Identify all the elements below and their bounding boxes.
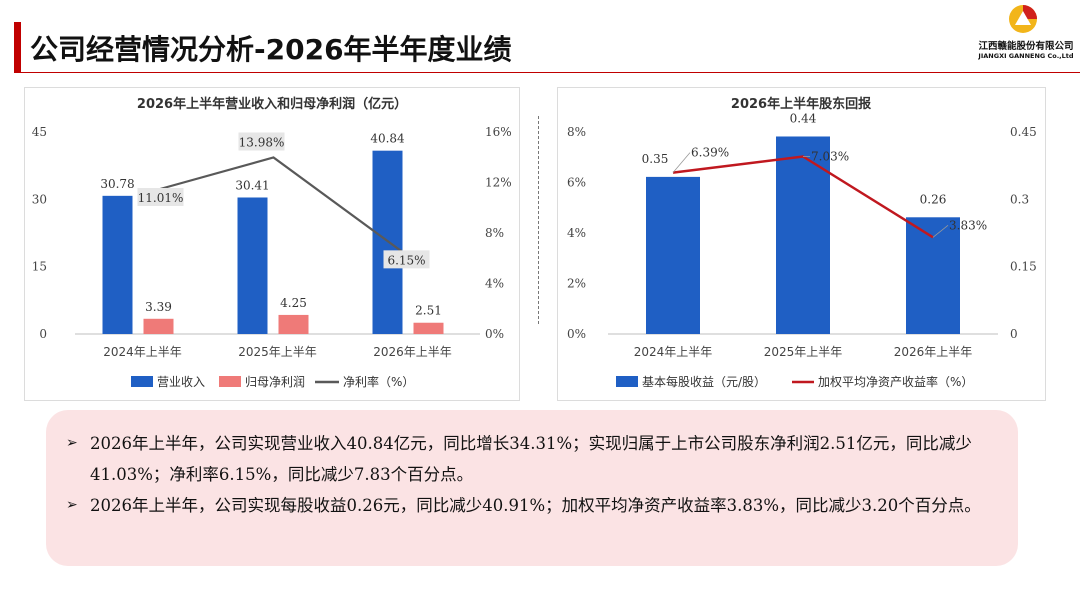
data-label-net-margin: 6.15%	[387, 253, 425, 267]
left-tick-label: 30	[32, 192, 47, 206]
left-tick-label: 8%	[567, 125, 586, 139]
bar-eps	[906, 217, 960, 334]
bar-net-profit	[413, 322, 444, 334]
revenue-profit-chart: 2026年上半年营业收入和归母净利润（亿元） 0 15 30 45 0% 4% 8% 12% 16…	[32, 96, 512, 389]
right-tick-label: 0.15	[1010, 260, 1037, 274]
right-tick-label: 0	[1010, 327, 1018, 341]
summary-text: 2026年上半年，公司实现营业收入40.84亿元，同比增长34.31%；实现归属…	[90, 434, 972, 484]
chart-title: 2026年上半年股东回报	[731, 96, 872, 112]
data-label-roe: 6.39%	[691, 146, 729, 160]
summary-text: 2026年上半年，公司实现每股收益0.26元，同比减少40.91%；加权平均净资…	[90, 496, 981, 515]
right-tick-label: 0.3	[1010, 192, 1029, 206]
legend-swatch-eps	[616, 376, 638, 387]
data-label-bg	[383, 250, 430, 269]
bar-eps	[646, 176, 700, 334]
data-label-roe: 7.03%	[811, 149, 849, 163]
category-label: 2026年上半年	[373, 345, 452, 359]
shareholder-return-chart-panel: 2026年上半年股东回报 0% 2% 4% 6% 8% 0 0.15 0.3 0.45 0.35 20…	[557, 87, 1046, 401]
chart-title: 2026年上半年营业收入和归母净利润（亿元）	[137, 96, 407, 112]
right-tick-label: 0.45	[1010, 125, 1037, 139]
category-label: 2025年上半年	[238, 345, 317, 359]
panel-divider	[538, 116, 539, 324]
left-tick-label: 2%	[567, 277, 586, 291]
right-tick-label: 8%	[485, 226, 504, 240]
page-title: 公司经营情况分析-2026年半年度业绩	[30, 33, 512, 66]
left-tick-label: 4%	[567, 226, 586, 240]
category-label: 2024年上半年	[634, 345, 713, 359]
data-label-net-margin: 13.98%	[239, 136, 285, 150]
legend-label-eps: 基本每股收益（元/股）	[642, 374, 766, 389]
category-label: 2024年上半年	[103, 345, 182, 359]
data-label-net-profit: 3.39	[145, 300, 172, 314]
legend-label-roe: 加权平均净资产收益率（%）	[818, 374, 973, 389]
data-label-eps: 0.35	[642, 152, 669, 166]
right-tick-label: 12%	[485, 176, 512, 190]
legend-swatch-revenue	[131, 376, 153, 387]
company-logo-icon	[1009, 5, 1037, 33]
data-label-roe: 3.83%	[949, 218, 987, 232]
shareholder-return-chart: 2026年上半年股东回报 0% 2% 4% 6% 8% 0 0.15 0.3 0.45 0.35 20…	[567, 96, 1037, 389]
revenue-profit-chart-panel: 2026年上半年营业收入和归母净利润（亿元） 0 15 30 45 0% 4% 8% 12% 16…	[24, 87, 520, 401]
legend-swatch-net-profit	[219, 376, 241, 387]
title-underline	[14, 72, 1080, 73]
bar-eps	[776, 136, 830, 334]
bullet-arrow-icon: ➢	[66, 435, 78, 451]
legend-label-net-margin: 净利率（%）	[343, 374, 414, 389]
data-label-revenue: 40.84	[370, 132, 405, 146]
data-label-revenue: 30.78	[100, 177, 134, 191]
legend-label-net-profit: 归母净利润	[245, 375, 305, 389]
right-tick-label: 4%	[485, 277, 504, 291]
summary-bullet: ➢ 2026年上半年，公司实现营业收入40.84亿元，同比增长34.31%；实现…	[66, 428, 1006, 490]
bar-net-profit	[143, 318, 174, 334]
net-margin-line	[138, 156, 410, 258]
summary-bullet: ➢ 2026年上半年，公司实现每股收益0.26元，同比减少40.91%；加权平均…	[66, 490, 1006, 521]
bullet-arrow-icon: ➢	[66, 497, 78, 513]
data-label-eps: 0.44	[790, 111, 817, 125]
data-label-bg	[137, 187, 184, 206]
data-label-bg	[238, 132, 285, 151]
left-tick-label: 6%	[567, 176, 586, 190]
category-label: 2026年上半年	[894, 345, 973, 359]
summary-box: ➢ 2026年上半年，公司实现营业收入40.84亿元，同比增长34.31%；实现…	[46, 410, 1018, 566]
legend-label-revenue: 营业收入	[157, 375, 205, 389]
bar-revenue	[102, 195, 133, 334]
company-name: 江西赣能股份有限公司	[978, 41, 1074, 52]
company-name-en: JIANGXI GANNENG Co.,Ltd	[978, 52, 1074, 60]
left-tick-label: 0	[39, 327, 47, 341]
bar-net-profit	[278, 314, 309, 334]
data-label-net-margin: 11.01%	[138, 191, 184, 205]
data-label-net-profit: 4.25	[280, 296, 307, 310]
data-label-net-profit: 2.51	[415, 304, 442, 318]
data-label-revenue: 30.41	[235, 178, 269, 192]
data-label-leader	[932, 224, 949, 238]
bar-revenue	[237, 197, 268, 334]
data-label-eps: 0.26	[920, 192, 947, 206]
left-tick-label: 15	[32, 260, 47, 274]
right-tick-label: 0%	[485, 327, 504, 341]
category-label: 2025年上半年	[764, 345, 843, 359]
left-tick-label: 45	[32, 125, 47, 139]
data-label-leader	[672, 152, 691, 173]
left-tick-label: 0%	[567, 327, 586, 341]
right-tick-label: 16%	[485, 125, 512, 139]
title-accent-bar	[14, 22, 21, 72]
